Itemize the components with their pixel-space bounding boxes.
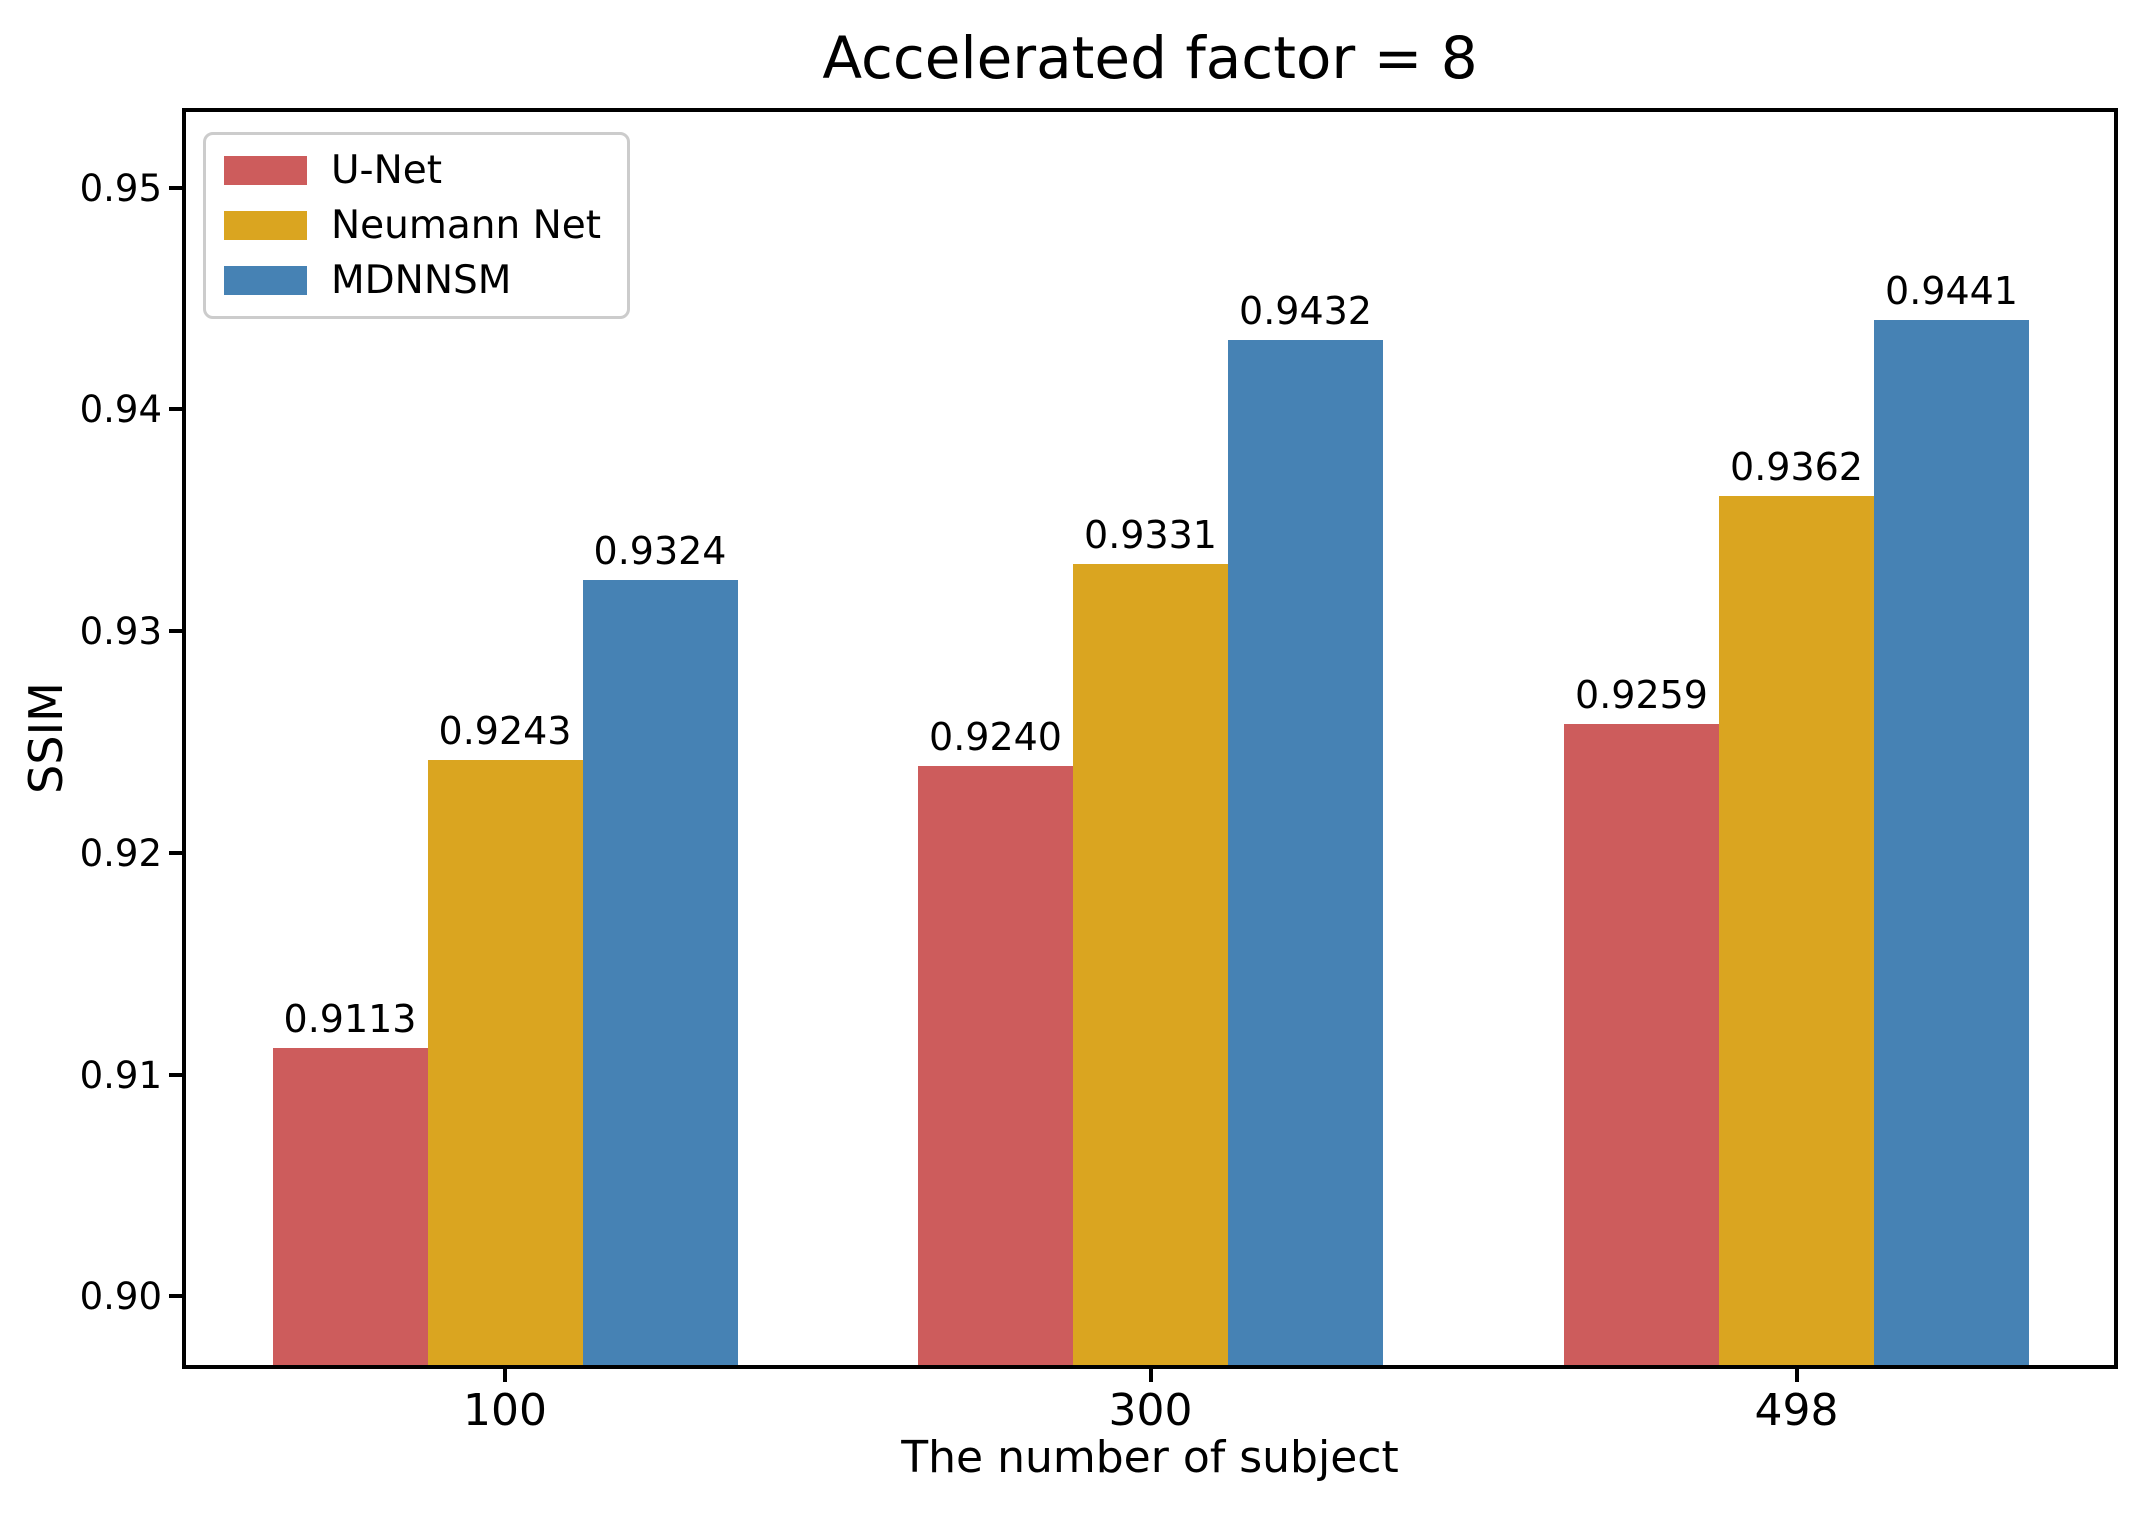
y-tick-label: 0.90 <box>79 1275 162 1318</box>
y-tick-label: 0.91 <box>79 1054 162 1097</box>
legend: U-Net Neumann Net MDNNSM <box>203 132 631 319</box>
y-tick-mark <box>169 1073 182 1077</box>
bar-value-label: 0.9362 <box>1730 445 1863 489</box>
legend-label: Neumann Net <box>331 203 602 248</box>
bar-u-net-300 <box>918 766 1073 1365</box>
y-tick-mark <box>169 407 182 411</box>
legend-label: MDNNSM <box>331 258 512 303</box>
bar-u-net-100 <box>272 1048 428 1365</box>
plot-inner <box>186 112 2114 1365</box>
y-tick-label: 0.95 <box>79 167 162 210</box>
bar-value-label: 0.9113 <box>283 997 417 1041</box>
bar-value-label: 0.9259 <box>1575 673 1708 717</box>
legend-item-mdnnsm: MDNNSM <box>224 261 601 300</box>
y-tick-label: 0.92 <box>79 832 162 875</box>
bar-value-label: 0.9324 <box>593 529 727 573</box>
bar-neumann-net-100 <box>427 760 583 1365</box>
y-axis-label: SSIM <box>19 682 73 794</box>
legend-label: U-Net <box>331 148 443 193</box>
x-tick-label: 100 <box>463 1385 547 1436</box>
x-tick-label: 498 <box>1754 1385 1839 1436</box>
bar-value-label: 0.9432 <box>1239 289 1372 333</box>
y-tick-mark <box>169 1294 182 1298</box>
bar-u-net-498 <box>1564 724 1719 1365</box>
bar-neumann-net-300 <box>1073 564 1228 1365</box>
x-tick-mark <box>503 1369 507 1382</box>
bar-mdnnsm-100 <box>582 580 738 1365</box>
legend-item-neumann-net: Neumann Net <box>224 206 601 245</box>
legend-item-u-net: U-Net <box>224 151 601 190</box>
plot-area <box>182 108 2118 1369</box>
bar-mdnnsm-498 <box>1874 320 2029 1365</box>
legend-swatch-icon <box>224 156 307 185</box>
x-tick-label: 300 <box>1108 1385 1193 1436</box>
x-axis-label: The number of subject <box>901 1432 1399 1483</box>
bar-value-label: 0.9240 <box>929 715 1062 759</box>
legend-swatch-icon <box>224 266 307 295</box>
chart-title: Accelerated factor = 8 <box>822 24 1478 92</box>
x-tick-mark <box>1794 1369 1799 1382</box>
bar-value-label: 0.9441 <box>1885 269 2018 313</box>
y-tick-mark <box>169 629 182 633</box>
y-tick-mark <box>169 186 182 190</box>
bar-value-label: 0.9243 <box>438 709 572 753</box>
bar-mdnnsm-300 <box>1228 340 1383 1365</box>
bar-value-label: 0.9331 <box>1084 513 1217 557</box>
y-tick-label: 0.94 <box>79 388 162 431</box>
y-tick-mark <box>169 851 182 855</box>
legend-swatch-icon <box>224 211 307 240</box>
x-tick-mark <box>1148 1369 1153 1382</box>
bar-neumann-net-498 <box>1719 496 1874 1365</box>
y-tick-label: 0.93 <box>79 610 162 653</box>
